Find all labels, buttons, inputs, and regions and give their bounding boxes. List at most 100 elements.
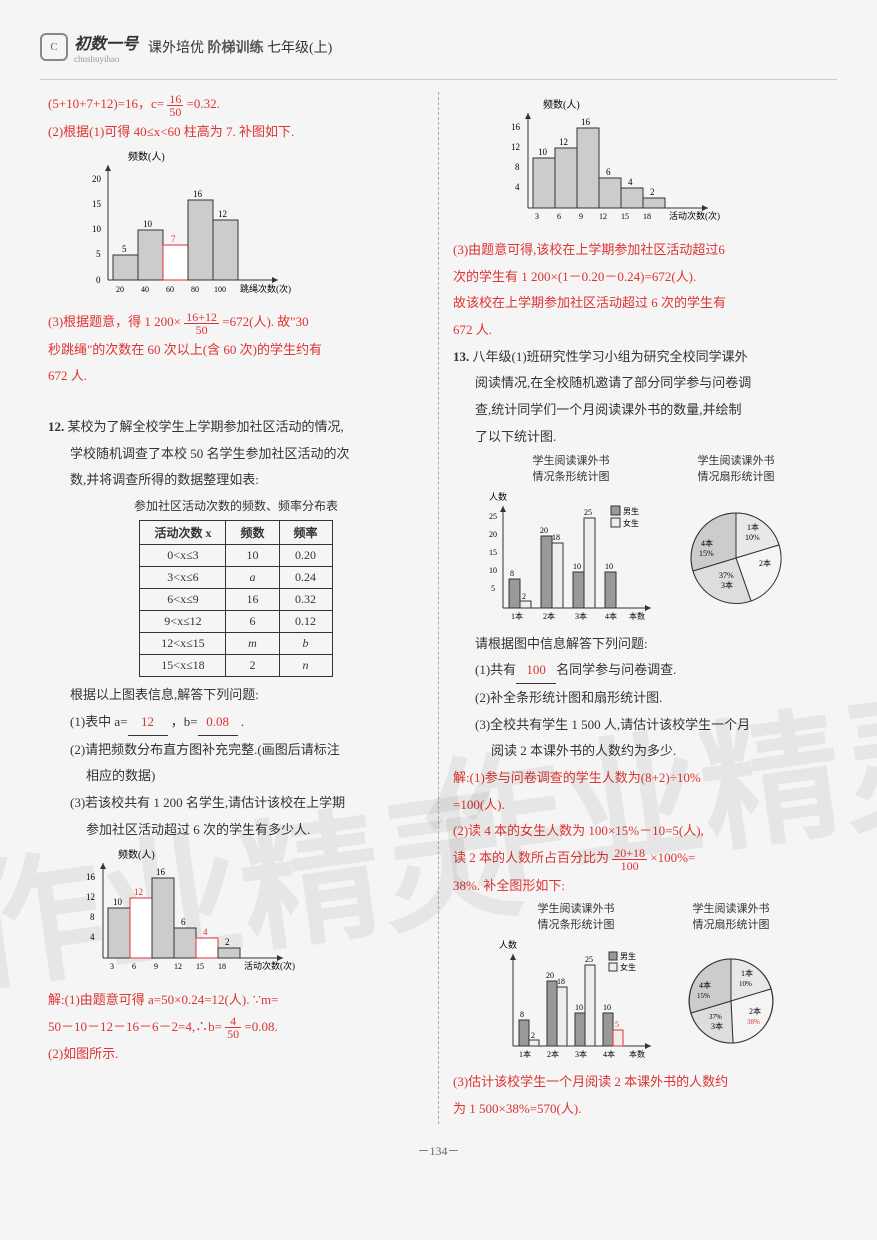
s2: (2)读 4 本的女生人数为 100×15%－10=5(人), [453, 819, 829, 844]
svg-text:3本: 3本 [575, 611, 587, 621]
svg-text:5: 5 [615, 1020, 619, 1029]
svg-text:3: 3 [535, 212, 539, 221]
svg-text:6: 6 [181, 917, 186, 927]
left-column: (5+10+7+12)=16，c= 1650 =0.32. (2)根据(1)可得… [40, 92, 432, 1124]
bar-title: 学生阅读课外书 情况条形统计图 [481, 452, 661, 484]
svg-text:10: 10 [538, 147, 548, 157]
svg-text:16: 16 [511, 122, 521, 132]
svg-text:8: 8 [515, 162, 520, 172]
title-accent: 阶梯训练 [208, 41, 264, 56]
svg-text:2: 2 [225, 937, 230, 947]
svg-text:20: 20 [92, 174, 102, 184]
svg-text:3: 3 [110, 962, 114, 971]
svg-text:频数(人): 频数(人) [118, 848, 155, 861]
svg-text:4本: 4本 [699, 980, 711, 990]
svg-text:2本: 2本 [759, 558, 771, 568]
grouped-bar-chart-2: 人数 8 2 20 18 10 25 10 5 1本2本 3本4本本数 男生 [491, 936, 661, 1066]
r-l2: 次的学生有 1 200×(1－0.20－0.24)=672(人). [453, 265, 829, 290]
svg-text:本数: 本数 [629, 611, 645, 621]
title-prefix: 课外培优 [148, 41, 204, 56]
svg-text:10: 10 [575, 1003, 583, 1012]
svg-text:活动次数(次): 活动次数(次) [244, 960, 295, 971]
svg-text:16: 16 [581, 117, 591, 127]
s1b: =100(人). [453, 793, 829, 818]
histogram-3: 频数(人) 48 1216 10 12 16 6 4 2 36 912 1518… [493, 98, 829, 228]
svg-text:4: 4 [90, 932, 95, 942]
svg-text:20: 20 [116, 285, 124, 294]
svg-text:8: 8 [520, 1010, 524, 1019]
logo-badge: C [40, 33, 68, 61]
svg-text:4本: 4本 [701, 538, 713, 548]
pie-chart-2: 1本10% 2本38% 3本37% 4本15% [671, 936, 791, 1056]
svg-text:1本: 1本 [747, 522, 759, 532]
svg-text:25: 25 [489, 512, 497, 521]
svg-text:100: 100 [214, 285, 226, 294]
ylabel: 频数(人) [128, 150, 165, 163]
svg-text:16: 16 [156, 867, 166, 877]
q1: (1)共有100名同学参与问卷调查. [453, 658, 829, 684]
svg-text:女生: 女生 [620, 962, 636, 972]
svg-text:7: 7 [171, 234, 176, 244]
svg-text:频数(人): 频数(人) [543, 98, 580, 111]
column-divider [438, 92, 439, 1124]
r-l3: 故该校在上学期参加社区活动超过 6 次的学生有 [453, 291, 829, 316]
svg-text:4本: 4本 [603, 1049, 615, 1059]
svg-text:8: 8 [90, 912, 95, 922]
svg-text:10%: 10% [745, 533, 760, 542]
svg-text:10: 10 [143, 219, 153, 229]
p12-q3a: (3)若该校共有 1 200 名学生,请估计该校在上学期 [48, 791, 424, 816]
q3b: 阅读 2 本课外书的人数约为多少. [453, 739, 829, 764]
svg-text:2本: 2本 [543, 611, 555, 621]
problem-13: 13. 八年级(1)班研究性学习小组为研究全校同学课外 [453, 345, 829, 370]
charts-pair-1: 学生阅读课外书 情况条形统计图 人数 510 152025 8 2 20 18 [453, 452, 829, 632]
svg-text:15: 15 [196, 962, 204, 971]
svg-text:6: 6 [132, 962, 136, 971]
histogram-2: 频数(人) 48 1216 10 12 16 6 4 2 36 912 1518… [68, 848, 424, 978]
svg-text:40: 40 [141, 285, 149, 294]
svg-text:男生: 男生 [623, 506, 639, 516]
pie-title-2: 学生阅读课外书 情况扇形统计图 [671, 900, 791, 932]
eq-line-2: (2)根据(1)可得 40≤x<60 柱高为 7. 补图如下. [48, 120, 424, 145]
sol-l2: 50－10－12－16－6－2=4,∴b= 450 =0.08. [48, 1015, 424, 1041]
svg-text:4: 4 [628, 177, 633, 187]
eq-line-5: 672 人. [48, 364, 424, 389]
r-l1: (3)由题意可得,该校在上学期参加社区活动超过6 [453, 238, 829, 263]
svg-text:20: 20 [546, 971, 554, 980]
svg-text:1本: 1本 [511, 611, 523, 621]
svg-text:1本: 1本 [741, 968, 753, 978]
svg-text:15: 15 [489, 548, 497, 557]
svg-text:16: 16 [193, 189, 203, 199]
svg-text:5: 5 [122, 244, 127, 254]
pie-title: 学生阅读课外书 情况扇形统计图 [671, 452, 801, 484]
svg-text:60: 60 [166, 285, 174, 294]
svg-text:15: 15 [92, 199, 102, 209]
q3a: (3)全校共有学生 1 500 人,请估计该校学生一个月 [453, 713, 829, 738]
s3: 读 2 本的人数所占百分比为 20+18100 ×100%= [453, 846, 829, 872]
frequency-table: 活动次数 x频数频率 0<x≤3100.20 3<x≤6a0.24 6<x≤91… [139, 520, 332, 677]
svg-text:2本: 2本 [749, 1006, 761, 1016]
svg-text:4: 4 [203, 927, 208, 937]
svg-text:20: 20 [489, 530, 497, 539]
svg-text:2: 2 [650, 187, 655, 197]
svg-text:跳绳次数(次): 跳绳次数(次) [240, 283, 291, 294]
p12-q2b: 相应的数据) [48, 764, 424, 789]
page-header: C 初数一号 chushuyihao 课外培优 阶梯训练 七年级(上) [40, 30, 837, 64]
svg-text:2: 2 [531, 1031, 535, 1040]
svg-text:15: 15 [621, 212, 629, 221]
s6: 为 1 500×38%=570(人). [453, 1097, 829, 1122]
svg-text:5: 5 [491, 584, 495, 593]
eq-line-4: 秒跳绳"的次数在 60 次以上(含 60 次)的学生约有 [48, 338, 424, 363]
p12-q1: (1)表中 a=12 ，b=0.08 . [48, 710, 424, 736]
brand-name: 初数一号 [74, 36, 138, 53]
eq-line-3: (3)根据题意，得 1 200× 16+1250 =672(人). 故"30 [48, 310, 424, 336]
s1a: 解:(1)参与问卷调查的学生人数为(8+2)÷10% [453, 766, 829, 791]
svg-text:18: 18 [557, 977, 565, 986]
svg-text:37%: 37% [719, 571, 734, 580]
title-suffix: 七年级(上) [267, 41, 332, 56]
histogram-1: 频数(人) 0 5 10 15 20 5 10 7 16 1 [68, 150, 424, 300]
svg-text:8: 8 [510, 569, 514, 578]
svg-text:10: 10 [573, 562, 581, 571]
svg-text:活动次数(次): 活动次数(次) [669, 210, 720, 221]
svg-text:80: 80 [191, 285, 199, 294]
p13-l2: 阅读情况,在全校随机邀请了部分同学参与问卷调 [453, 371, 829, 396]
